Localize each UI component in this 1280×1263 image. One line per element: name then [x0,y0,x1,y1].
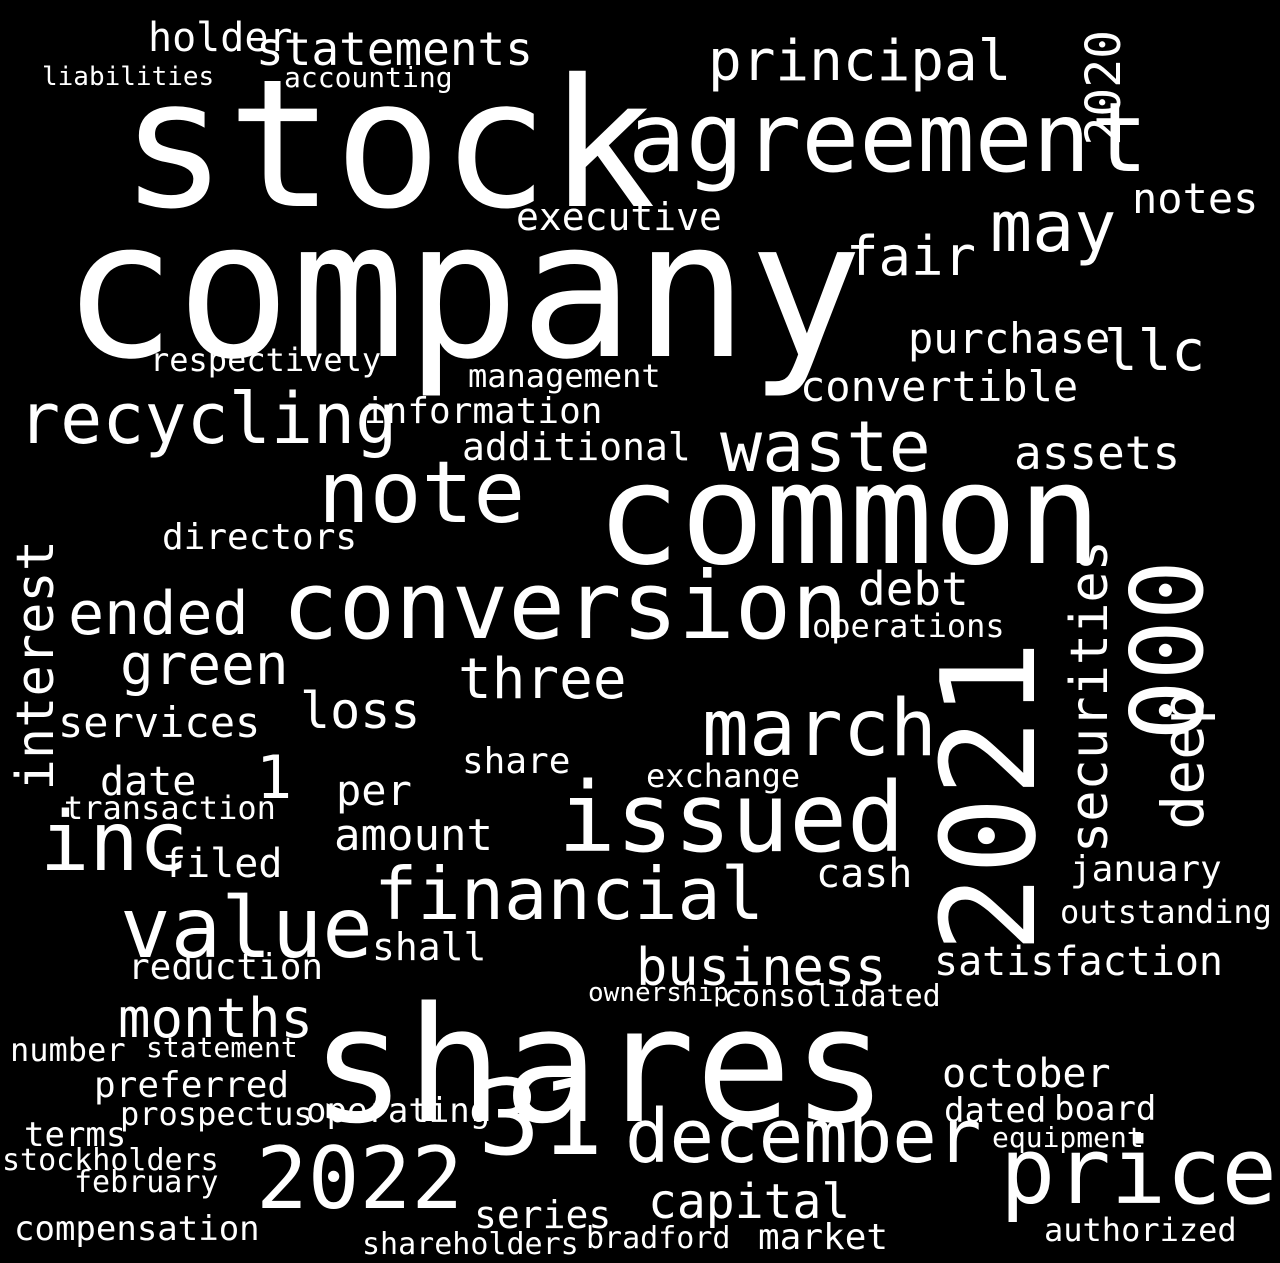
word-share: share [462,741,571,782]
word-equipment: equipment [992,1121,1144,1154]
word-business: business [636,938,887,998]
word-statement: statement [146,1031,298,1064]
word-filed: filed [162,841,283,887]
word-date: date [100,759,197,805]
word-agreement: agreement [628,82,1149,194]
word-february: february [74,1165,219,1200]
word-information: information [364,391,603,432]
word-31: 31 [478,1057,604,1179]
word-march: march [702,684,937,774]
word-principal: principal [708,29,1012,94]
word-company: company [62,180,863,401]
word-october: october [942,1051,1111,1097]
word-board: board [1054,1089,1157,1129]
word-shall: shall [372,925,487,969]
word-transaction: transaction [64,789,276,827]
word-series: series [474,1193,612,1237]
word-value: value [120,879,373,977]
word-reduction: reduction [128,947,324,988]
word-2022: 2022 [256,1129,464,1229]
word-bradford: bradford [586,1221,731,1256]
word-number: number [10,1031,126,1069]
word-january: january [1070,849,1222,890]
word-operations: operations [812,607,1005,645]
word-stock: stock [120,41,656,248]
word-capital: capital [648,1174,851,1230]
word-directors: directors [162,517,358,558]
word-accounting: accounting [284,61,453,94]
word-three: three [458,647,627,712]
word-fair: fair [846,225,977,288]
word-satisfaction: satisfaction [934,939,1223,985]
word-consolidated: consolidated [724,979,941,1014]
word-ownership: ownership [588,978,729,1008]
word-holder: holder [148,15,293,61]
word-may: may [990,186,1117,268]
word-preferred: preferred [94,1065,290,1106]
word-respectively: respectively [150,341,382,379]
word-months: months [118,987,314,1050]
word-waste: waste [720,406,931,488]
word-outstanding: outstanding [1060,893,1272,931]
word-notes: notes [1132,174,1259,223]
word-deep: deep [1149,690,1217,830]
word-statements: statements [256,22,533,76]
word-dated: dated [944,1091,1047,1131]
word-per: per [336,766,412,815]
word-shareholders: shareholders [362,1227,579,1262]
word-2020: 2020 [1076,30,1132,146]
word-liabilities: liabilities [42,62,215,92]
word-authorized: authorized [1044,1211,1237,1249]
word-llc: llc [1104,319,1206,384]
word-green: green [120,633,289,698]
word-exchange: exchange [646,757,801,795]
word-conversion: conversion [282,552,848,661]
word-ended: ended [68,579,249,649]
word-issued: issued [558,762,905,874]
word-executive: executive [516,195,722,239]
word-services: services [58,698,261,747]
word-loss: loss [300,682,421,740]
word-terms: terms [24,1115,127,1155]
word-recycling: recycling [18,378,398,460]
word-debt: debt [858,562,969,616]
word-prospectus: prospectus [120,1095,313,1133]
word-convertible: convertible [800,362,1079,411]
word-interest: interest [6,540,66,791]
word-assets: assets [1014,426,1181,480]
word-1: 1 [256,743,293,813]
word-cash: cash [816,851,913,897]
word-securities: securities [1060,540,1120,854]
word-financial: financial [374,852,765,936]
word-inc: inc [40,795,189,890]
word-shares: shares [310,972,888,1159]
word-operating: operating [306,1091,491,1131]
word-management: management [468,357,661,395]
word-2021: 2021 [913,640,1065,954]
word-additional: additional [462,425,691,469]
word-purchase: purchase [908,314,1111,363]
word-stockholders: stockholders [2,1143,219,1178]
word-compensation: compensation [14,1209,260,1249]
word-common: common [596,434,1102,597]
word-price: price [1000,1118,1277,1225]
word-december: december [625,1094,982,1180]
word-note: note [318,443,526,543]
word-market: market [758,1217,889,1258]
word-amount: amount [334,810,493,861]
